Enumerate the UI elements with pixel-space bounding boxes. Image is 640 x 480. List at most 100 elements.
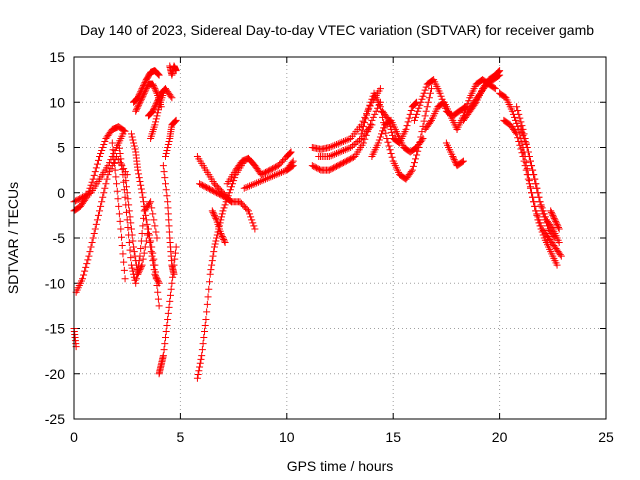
data-point xyxy=(550,213,558,221)
data-point xyxy=(121,193,129,201)
data-point xyxy=(149,210,157,218)
data-point xyxy=(195,367,203,375)
data-point xyxy=(133,104,141,112)
data-point xyxy=(449,154,457,162)
y-tick-label: -10 xyxy=(45,275,65,291)
data-point xyxy=(145,234,153,242)
data-point xyxy=(288,159,296,167)
data-point xyxy=(134,166,142,174)
data-point xyxy=(108,139,116,147)
data-point xyxy=(125,207,133,215)
data-point xyxy=(198,181,206,189)
data-point xyxy=(86,190,94,198)
data-point xyxy=(201,321,209,329)
data-point xyxy=(365,104,373,112)
data-point xyxy=(341,158,349,166)
data-point xyxy=(218,192,226,200)
data-point xyxy=(271,163,279,171)
data-point xyxy=(514,122,522,130)
data-point xyxy=(379,127,387,135)
series-arc-6 xyxy=(108,139,129,283)
data-point xyxy=(73,196,81,204)
data-point xyxy=(166,291,174,299)
data-point xyxy=(209,208,217,216)
data-point xyxy=(123,189,131,197)
data-point xyxy=(210,210,218,218)
data-point xyxy=(152,272,160,280)
y-tick-label: -20 xyxy=(45,366,65,382)
data-point xyxy=(121,275,129,283)
data-point xyxy=(152,86,160,94)
data-point xyxy=(547,207,555,215)
data-point xyxy=(74,196,82,204)
data-point xyxy=(155,279,163,287)
data-point xyxy=(363,111,371,119)
data-point xyxy=(200,182,208,190)
data-point xyxy=(80,271,88,279)
y-tick-label: 0 xyxy=(57,185,65,201)
series-arc-29 xyxy=(379,98,421,147)
data-point xyxy=(129,267,137,275)
data-point xyxy=(88,178,96,186)
data-point xyxy=(413,151,421,159)
data-point xyxy=(151,270,159,278)
data-point xyxy=(220,204,228,212)
data-point xyxy=(227,183,235,191)
data-point xyxy=(525,153,533,161)
data-point xyxy=(239,201,247,209)
data-point xyxy=(279,157,287,165)
data-point xyxy=(518,122,526,130)
data-point xyxy=(146,199,154,207)
data-point xyxy=(115,139,123,147)
data-point xyxy=(348,154,356,162)
data-point xyxy=(160,346,168,354)
data-point xyxy=(122,177,130,185)
data-point xyxy=(84,256,92,264)
data-point xyxy=(240,202,248,210)
data-point xyxy=(202,315,210,323)
series-arc-26 xyxy=(315,121,376,161)
data-point xyxy=(512,128,520,136)
data-point xyxy=(266,166,274,174)
data-point xyxy=(135,267,143,275)
data-point xyxy=(122,183,130,191)
data-point xyxy=(154,109,162,117)
series-arc-13 xyxy=(159,162,178,278)
data-point xyxy=(386,119,394,127)
data-point xyxy=(150,266,158,274)
data-point xyxy=(203,308,211,316)
data-point xyxy=(130,243,138,251)
x-tick-label: 10 xyxy=(279,429,295,445)
y-tick-label: 10 xyxy=(49,94,65,110)
data-point xyxy=(337,160,345,168)
data-point xyxy=(154,288,162,296)
data-point xyxy=(419,92,427,100)
data-point xyxy=(236,198,244,206)
data-point xyxy=(369,113,377,121)
data-point xyxy=(138,189,146,197)
data-point xyxy=(344,156,352,164)
data-point xyxy=(193,374,201,382)
data-point xyxy=(136,177,144,185)
data-point xyxy=(164,198,172,206)
data-point xyxy=(335,161,343,169)
data-point xyxy=(515,110,523,118)
data-point xyxy=(345,135,353,143)
data-point xyxy=(274,170,282,178)
data-point xyxy=(162,186,170,194)
data-point xyxy=(412,155,420,163)
data-point xyxy=(208,186,216,194)
series-arc-22 xyxy=(240,162,297,192)
data-point xyxy=(280,156,288,164)
data-point xyxy=(529,166,537,174)
data-point xyxy=(226,197,234,205)
data-point xyxy=(80,193,88,201)
data-point xyxy=(532,207,540,215)
data-point xyxy=(168,279,176,287)
data-point xyxy=(136,98,144,106)
data-point xyxy=(128,231,136,239)
data-point xyxy=(327,165,335,173)
data-point xyxy=(532,180,540,188)
data-point xyxy=(419,134,427,142)
data-point xyxy=(415,104,423,112)
